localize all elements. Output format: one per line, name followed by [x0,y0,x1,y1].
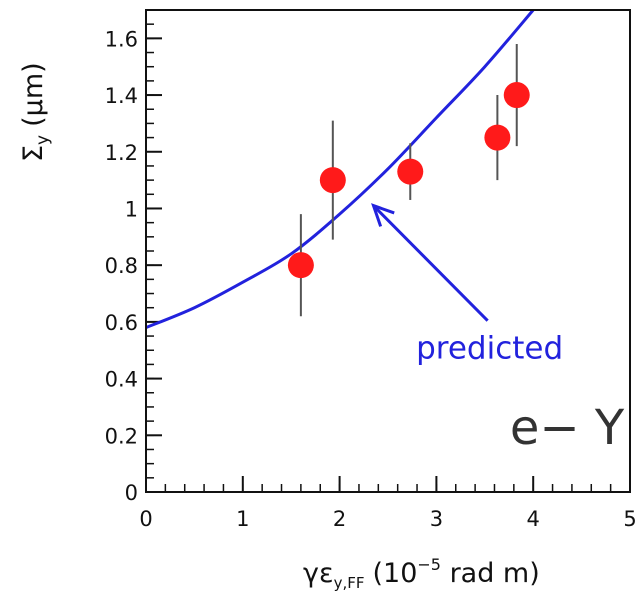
y-tick-label: 1.6 [105,27,138,51]
y-tick-label: 0.6 [105,311,138,335]
y-title-unit: (μm) [18,62,49,127]
x-tick-label: 1 [236,507,249,531]
x-tick-label: 4 [527,507,540,531]
data-points [287,82,530,279]
y-tick-label: 0 [125,481,138,505]
x-title-pre: (10 [373,558,418,589]
x-title-sub: y,FF [334,574,365,592]
annotation-predicted: predicted [416,331,563,367]
x-title-eps: ε [319,558,334,589]
y-title-sub: y [33,135,53,145]
y-title-sym: Σ [18,145,49,162]
data-point [397,158,424,185]
x-tick-labels: 0 1 2 3 4 5 [139,507,636,531]
data-point [503,82,530,109]
x-title-post: rad m) [441,558,540,589]
x-tick-label: 5 [623,507,636,531]
x-title-exp: −5 [417,555,441,574]
x-title-gamma: γ [303,558,319,589]
y-tick-label: 1.4 [105,84,138,108]
arrow-head [371,203,395,227]
y-axis-title: Σy (μm) [18,62,53,162]
data-point [287,252,314,279]
y-tick-label: 1 [125,197,138,221]
plot-frame [145,9,631,493]
arrow-shaft [372,204,489,322]
x-tick-label: 3 [430,507,443,531]
y-tick-label: 1.2 [105,141,138,165]
y-tick-label: 0.2 [105,424,138,448]
annotation-e-y: e− Y [510,400,625,456]
data-point [484,124,511,151]
data-point [319,167,346,194]
y-tick-labels: 0 0.2 0.4 0.6 0.8 1 1.2 1.4 1.6 [105,27,138,505]
predicted-curve [146,10,535,329]
x-tick-label: 0 [139,507,152,531]
y-tick-label: 0.4 [105,368,138,392]
predicted-arrow [371,203,489,322]
x-axis-title: γεy,FF (10−5 rad m) [303,555,540,592]
y-tick-label: 0.8 [105,254,138,278]
x-tick-label: 2 [333,507,346,531]
